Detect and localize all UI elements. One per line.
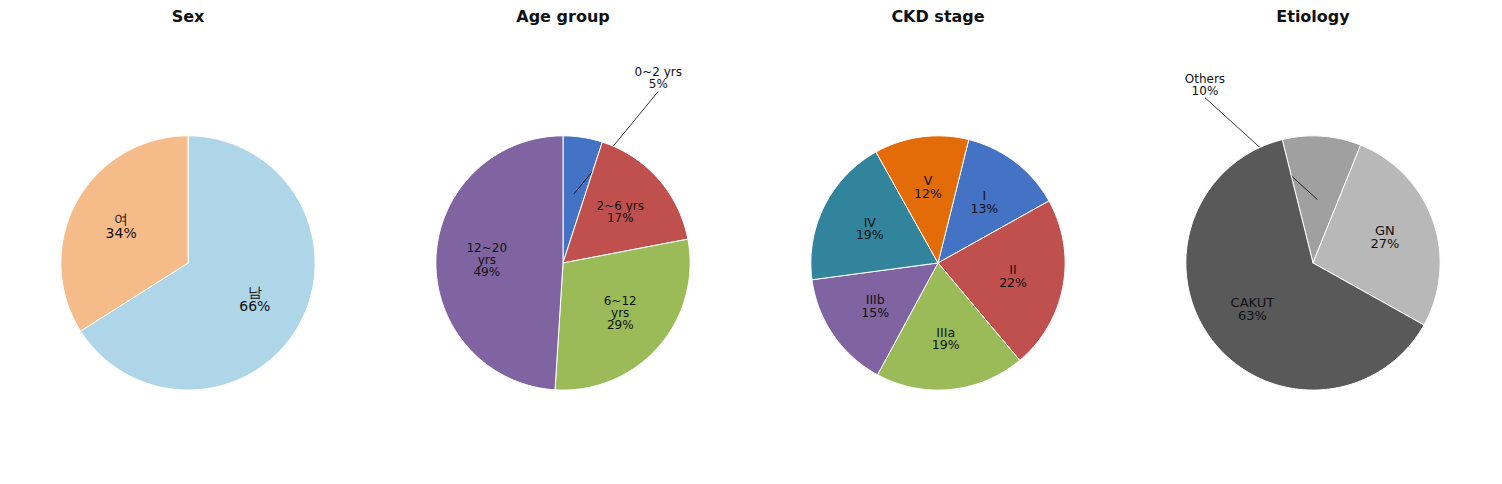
svg-text:2~6 yrs17%: 2~6 yrs17% (596, 199, 643, 225)
svg-text:I13%: I13% (970, 188, 998, 216)
svg-text:II22%: II22% (999, 262, 1027, 290)
svg-text:남66%: 남66% (239, 284, 270, 314)
svg-text:6~12yrs29%: 6~12yrs29% (604, 294, 637, 332)
svg-text:Others10%: Others10% (1185, 72, 1225, 98)
svg-text:Age group: Age group (516, 7, 609, 26)
svg-text:Sex: Sex (172, 7, 205, 26)
svg-text:CAKUT63%: CAKUT63% (1231, 295, 1275, 323)
svg-text:IV19%: IV19% (856, 215, 884, 243)
svg-text:CKD stage: CKD stage (891, 7, 984, 26)
svg-text:Etiology: Etiology (1276, 7, 1350, 26)
svg-text:V12%: V12% (914, 173, 942, 201)
svg-text:GN27%: GN27% (1370, 223, 1399, 251)
svg-text:0~2 yrs5%: 0~2 yrs5% (635, 65, 682, 91)
svg-text:IIIa19%: IIIa19% (932, 325, 960, 353)
svg-text:여34%: 여34% (106, 211, 137, 241)
svg-text:IIIb15%: IIIb15% (861, 292, 889, 320)
svg-text:12~20yrs49%: 12~20yrs49% (466, 241, 507, 279)
